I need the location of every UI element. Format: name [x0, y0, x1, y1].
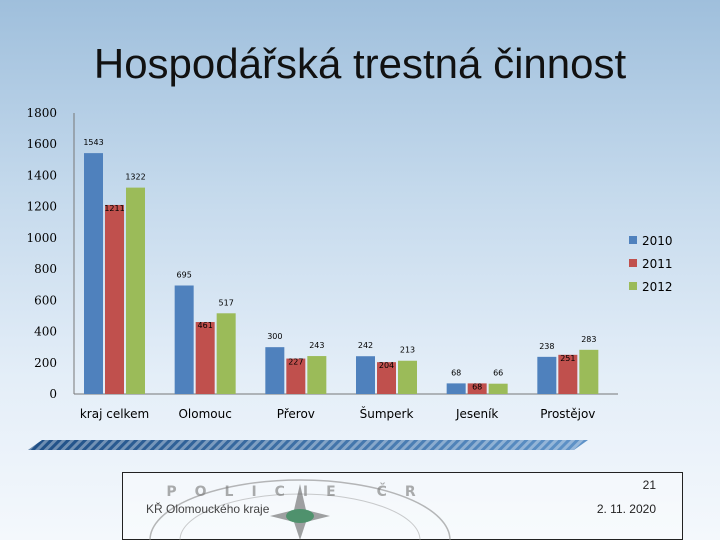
- bar-2012: [579, 349, 599, 394]
- bar-2012: [488, 383, 508, 394]
- legend-label: 2012: [642, 280, 673, 294]
- footer-box: [122, 472, 683, 540]
- bar-2010: [356, 356, 375, 394]
- y-tick-label: 0: [49, 387, 57, 401]
- data-label: 695: [177, 271, 192, 280]
- footer-date: 2. 11. 2020: [596, 502, 656, 516]
- bar-2010: [84, 153, 103, 394]
- data-label: 243: [309, 341, 324, 350]
- data-label: 461: [198, 321, 213, 330]
- bar-2011: [195, 322, 215, 394]
- data-label: 1211: [104, 204, 124, 213]
- y-tick-label: 1400: [26, 168, 57, 182]
- y-tick-label: 600: [34, 293, 57, 307]
- data-labels: 1543 1211 1322 695 461 517 300 227 243 242 204 213 6…: [83, 138, 596, 391]
- legend-label: 2010: [642, 234, 673, 248]
- y-tick-label: 1000: [26, 231, 57, 245]
- emblem-text: POLICIE ČR: [166, 482, 433, 500]
- data-label: 68: [451, 368, 461, 377]
- data-label: 1543: [83, 138, 103, 147]
- data-label: 204: [379, 361, 394, 370]
- bar-2012: [126, 187, 145, 394]
- footer-organization: KŘ Olomouckého kraje: [146, 502, 270, 516]
- x-tick-label: Prostějov: [540, 407, 595, 421]
- bar-2011: [467, 383, 487, 394]
- data-label: 238: [539, 342, 554, 351]
- y-tick-label: 1200: [26, 200, 57, 214]
- y-tick-label: 1800: [26, 106, 57, 120]
- page-number: 21: [642, 478, 656, 492]
- data-label: 1322: [125, 173, 145, 182]
- police-emblem-icon: POLICIE ČR: [149, 479, 451, 540]
- bar-2012: [307, 356, 327, 394]
- y-tick-label: 200: [34, 356, 57, 370]
- x-tick-label: Přerov: [277, 407, 315, 421]
- data-label: 68: [472, 382, 482, 391]
- bar-2011: [558, 354, 578, 394]
- legend-swatch: [629, 259, 637, 267]
- chart-legend: 2010 2011 2012: [629, 234, 673, 294]
- legend-swatch: [629, 282, 637, 290]
- x-tick-label: kraj celkem: [80, 407, 149, 421]
- data-label: 227: [288, 358, 303, 367]
- x-axis-ticks: kraj celkem Olomouc Přerov Šumperk Jeseník Pr…: [80, 406, 596, 421]
- y-tick-label: 800: [34, 262, 57, 276]
- slide-title: Hospodářská trestná činnost: [93, 40, 627, 87]
- y-tick-label: 400: [34, 325, 57, 339]
- y-axis-ticks: 0 200 400 600 800 1000 1200 1400 1600 1800: [26, 106, 57, 401]
- chart-axes: [73, 113, 618, 395]
- data-label: 213: [400, 346, 415, 355]
- x-tick-label: Šumperk: [360, 406, 414, 421]
- legend-swatch: [629, 236, 637, 244]
- data-label: 242: [358, 341, 373, 350]
- data-label: 517: [219, 298, 234, 307]
- bar-2010: [265, 347, 285, 394]
- y-tick-label: 1600: [26, 137, 57, 151]
- bar-2011: [105, 204, 124, 394]
- data-label: 66: [493, 369, 503, 378]
- decorative-stripe: [28, 440, 588, 450]
- data-label: 251: [560, 354, 575, 363]
- bar-2012: [216, 313, 236, 394]
- bar-chart: 0 200 400 600 800 1000 1200 1400 1600 1800 1543 12…: [26, 106, 673, 421]
- chart-bars: [84, 153, 599, 394]
- bar-2012: [398, 360, 417, 394]
- bar-2011: [377, 362, 396, 394]
- bar-2010: [446, 383, 466, 394]
- bar-2011: [286, 358, 306, 394]
- bar-2010: [537, 356, 557, 394]
- data-label: 300: [267, 332, 282, 341]
- bar-2010: [174, 285, 194, 394]
- data-label: 283: [581, 335, 596, 344]
- x-tick-label: Jeseník: [455, 407, 498, 421]
- x-tick-label: Olomouc: [178, 407, 231, 421]
- legend-label: 2011: [642, 257, 673, 271]
